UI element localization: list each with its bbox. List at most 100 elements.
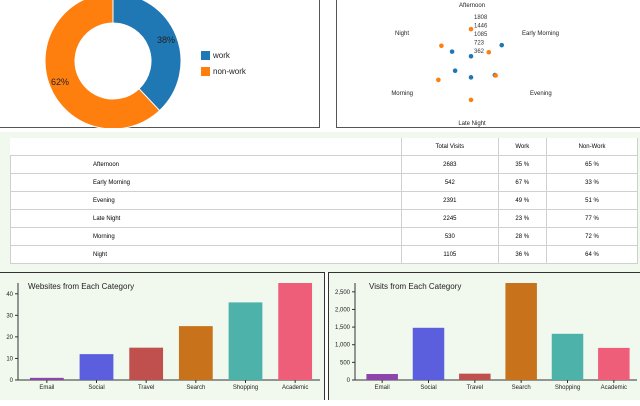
x-tick-label: Travel <box>138 385 154 391</box>
cell-non-work: 65 % <box>546 155 638 174</box>
legend-label-non-work: non-work <box>213 67 247 76</box>
bar-email <box>366 374 398 380</box>
cell-work: 35 % <box>497 155 548 174</box>
table-row: Early Morning 542 67 % 33 % <box>9 173 638 192</box>
axis-label: Early Morning <box>522 31 559 37</box>
data-point <box>468 26 474 32</box>
table-row: Morning 530 28 % 72 % <box>9 227 638 246</box>
cell-total-visits: 2683 <box>401 155 499 174</box>
x-tick-label: Email <box>39 385 54 391</box>
x-tick-label: Academic <box>282 385 308 391</box>
row-label: Evening <box>9 191 403 210</box>
data-point <box>449 49 455 54</box>
y-tick-label: 20 <box>6 335 13 341</box>
row-label: Early Morning <box>9 173 403 192</box>
bar-search <box>178 326 213 380</box>
donut-chart-panel: 38% 62% work non-work <box>0 0 320 130</box>
y-tick-label: 0 <box>347 378 351 384</box>
y-tick-label: 40 <box>6 292 13 298</box>
cell-total-visits: 2245 <box>401 209 499 228</box>
cell-total-visits: 2391 <box>401 191 499 210</box>
x-tick-label: Search <box>186 385 205 391</box>
bar-search <box>505 283 537 380</box>
x-tick-label: Email <box>375 385 390 391</box>
visits-bar-chart: Visits from Each Category 0 500 1,000 1,500 2… <box>335 282 637 391</box>
y-tick-label: 2,000 <box>335 307 351 313</box>
cell-total-visits: 542 <box>401 173 499 192</box>
bar-academic <box>278 283 313 380</box>
donut-slice-label: 38% <box>157 35 175 45</box>
websites-bar-chart: Websites from Each Category 0 10 20 30 40 Emai… <box>6 282 320 391</box>
x-tick-label: Social <box>420 385 436 391</box>
data-point <box>439 43 444 49</box>
cell-work: 23 % <box>497 209 548 228</box>
donut-slice-non-work <box>44 0 161 130</box>
donut-slice-work <box>112 0 182 112</box>
bar-email <box>29 377 64 380</box>
table-corner <box>10 138 402 156</box>
legend-swatch-work <box>201 51 210 60</box>
visits-table-panel: Total Visits Work Non-Work Afternoon 268… <box>0 132 640 272</box>
data-point <box>493 73 498 78</box>
axis-label: Late Night <box>458 121 486 127</box>
cell-work: 28 % <box>497 227 548 246</box>
data-point <box>499 42 505 48</box>
bar-shopping <box>228 302 263 380</box>
y-tick-label: 2,500 <box>335 290 351 296</box>
x-tick-label: Social <box>88 385 104 391</box>
column-header-non-work: Non-Work <box>546 138 638 156</box>
cell-non-work: 33 % <box>546 173 638 192</box>
data-point <box>436 77 441 83</box>
y-tick-label: 500 <box>340 360 351 366</box>
x-tick-label: Shopping <box>555 385 580 391</box>
x-tick-label: Shopping <box>233 385 258 391</box>
table-row: Afternoon 2683 35 % 65 % <box>9 155 638 174</box>
legend-label-work: work <box>212 51 231 60</box>
tick-label: 362 <box>474 49 485 55</box>
x-tick-label: Academic <box>601 385 627 391</box>
donut-chart: 38% 62% work non-work <box>44 0 247 130</box>
cell-non-work: 72 % <box>546 227 638 246</box>
data-point <box>452 68 458 74</box>
chart-title: Visits from Each Category <box>369 282 461 291</box>
cell-total-visits: 530 <box>401 227 499 246</box>
bar-travel <box>459 373 491 380</box>
row-label: Morning <box>9 227 403 246</box>
bar-shopping <box>551 333 584 380</box>
cell-non-work: 51 % <box>546 191 638 210</box>
data-point <box>468 97 474 103</box>
axis-label: Morning <box>391 91 413 97</box>
visits-table: Total Visits Work Non-Work Afternoon 268… <box>9 138 638 264</box>
bar-social <box>79 354 114 380</box>
chart-title: Websites from Each Category <box>28 282 134 291</box>
row-label: Late Night <box>9 209 403 228</box>
cell-total-visits: 1105 <box>401 245 499 264</box>
x-tick-label: Travel <box>467 385 483 391</box>
data-point <box>468 54 474 59</box>
tick-label: 1446 <box>474 24 488 30</box>
y-tick-label: 0 <box>10 378 14 384</box>
bar-academic <box>598 347 630 380</box>
axis-label: Evening <box>530 91 552 97</box>
column-header-work: Work <box>497 138 548 156</box>
cell-work: 67 % <box>497 173 548 192</box>
bar-social <box>412 327 445 380</box>
tick-label: 1808 <box>474 15 488 21</box>
legend-swatch-non-work <box>201 67 210 76</box>
table-header-row: Total Visits Work Non-Work <box>10 138 638 156</box>
table-row: Night 1105 36 % 64 % <box>9 245 638 264</box>
cell-work: 49 % <box>497 191 548 210</box>
cell-non-work: 77 % <box>546 209 638 228</box>
cell-non-work: 64 % <box>546 245 638 264</box>
time-of-day-chart: Afternoon Early Morning Evening Late Night M… <box>391 3 559 127</box>
tick-label: 1085 <box>474 32 488 38</box>
row-label: Night <box>9 245 403 264</box>
y-tick-label: 1,500 <box>335 325 351 331</box>
y-tick-label: 10 <box>6 356 13 362</box>
table-row: Late Night 2245 23 % 77 % <box>9 209 638 228</box>
y-tick-label: 1,000 <box>335 343 351 349</box>
donut-slice-label: 62% <box>51 77 69 87</box>
cell-work: 36 % <box>497 245 548 264</box>
data-point <box>468 75 474 80</box>
axis-label: Afternoon <box>459 3 485 9</box>
